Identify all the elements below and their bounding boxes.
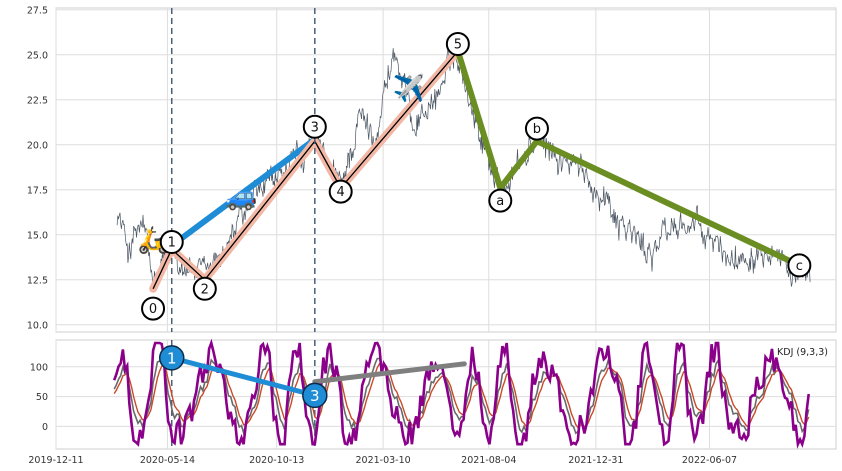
wave-label-circle [787,253,812,278]
car-icon: 🚙 [225,182,257,212]
kdj-marker-label: 1 [167,349,177,367]
kdj-y-tick-label: 100 [30,362,48,373]
wave-label-circle [192,276,217,301]
price-y-tick-label: 15.0 [27,230,48,241]
wave-label: 5 [454,38,462,53]
correction-wave-line [454,48,803,269]
x-tick-label: 2022-06-07 [682,455,737,466]
kdj-trend-blue [169,355,318,398]
price-y-tick-label: 17.5 [27,185,48,196]
x-tick-label: 2021-03-10 [355,455,410,466]
x-tick-label: 2020-05-14 [140,455,195,466]
wave-label-circle [302,114,327,139]
wave-label-circle [445,32,470,56]
wave-label: 2 [201,282,209,297]
price-panel: 10.012.515.017.520.022.525.027.5🛵🚙✈️0123… [27,5,837,333]
wave-label-circle [488,188,513,213]
wave-label: 0 [149,302,157,317]
x-tick-label: 2021-08-04 [461,455,516,466]
price-y-tick-label: 25.0 [27,50,48,61]
wave-label: 4 [337,185,345,200]
kdj-marker-circle [158,345,185,371]
impulse-wave-line [152,50,459,290]
price-plot-area [55,7,837,333]
kdj-y-tick-label: 0 [42,422,48,433]
price-y-tick-label: 12.5 [27,275,48,286]
wave-label: b [533,122,541,137]
kdj-marker-label: 3 [310,387,320,405]
price-y-tick-label: 10.0 [27,320,48,331]
kdj-panel: 0 50 100 1 3 KDJ (9,3,3) [30,338,837,450]
wave-label: 1 [168,236,176,251]
wave-label: c [796,259,803,274]
airplane-icon: ✈️ [393,72,425,104]
wave-label-circle [159,230,184,254]
kdj-d-line [113,362,810,429]
x-tick-label: 2021-12-31 [568,455,623,466]
kdj-k-line [113,357,810,436]
kdj-trend-gray [312,361,467,385]
kdj-y-tick-label: 50 [36,392,48,403]
x-tick-label: 2019-12-11 [28,455,83,466]
price-y-tick-label: 27.5 [27,5,48,16]
wave-label: a [496,194,504,209]
price-y-tick-label: 20.0 [27,140,48,151]
price-y-tick-label: 22.5 [27,95,48,106]
kdj-j-line [112,338,810,449]
wave-label-circle [141,296,166,321]
x-axis: 2019-12-11 2020-05-14 2020-10-13 2021-03-10… [28,455,737,466]
wave-label: 3 [311,120,319,135]
kdj-legend: KDJ (9,3,3) [777,347,828,358]
kdj-marker-circle [302,382,328,409]
wave-label-circle [524,116,549,141]
x-tick-label: 2020-10-13 [249,455,304,466]
wave-channel-line [168,136,318,249]
wave-label-circle [328,179,353,204]
